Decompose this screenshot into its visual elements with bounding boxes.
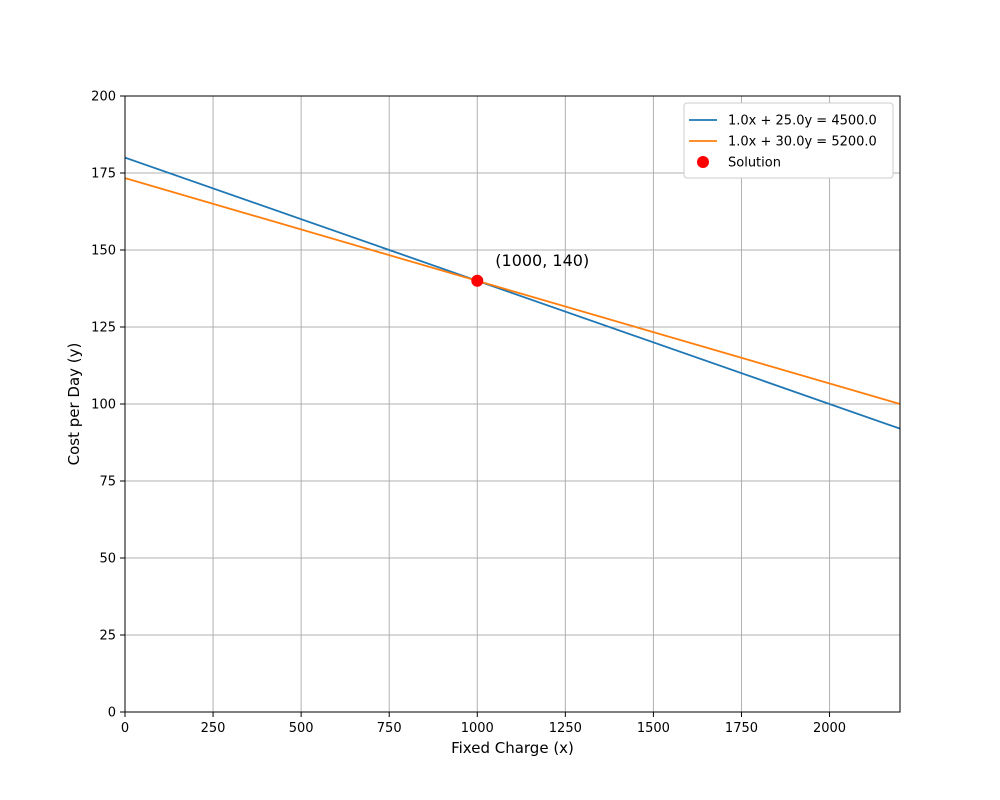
legend-label-1: 1.0x + 25.0y = 4500.0 xyxy=(728,114,877,129)
series-line-2 xyxy=(124,177,901,405)
x-tick-label: 250 xyxy=(201,721,226,736)
legend-swatch-solution xyxy=(697,156,709,168)
y-tick-label: 100 xyxy=(91,398,116,413)
y-tick-label: 175 xyxy=(91,167,116,182)
x-tick-label: 1000 xyxy=(461,721,494,736)
points-layer: (1000, 140) xyxy=(471,251,589,287)
legend: 1.0x + 25.0y = 4500.0 1.0x + 30.0y = 5200… xyxy=(683,102,894,179)
x-axis-label: Fixed Charge (x) xyxy=(451,739,574,757)
y-tick-label: 50 xyxy=(99,552,116,567)
series-layer xyxy=(124,156,901,430)
y-tick-label: 25 xyxy=(99,629,116,644)
ticks-layer: 0 250 500 750 1000 1250 1500 1750 2000 0 25 50 75 100… xyxy=(91,90,846,737)
x-tick-label: 1750 xyxy=(725,721,758,736)
grid xyxy=(124,95,900,713)
x-tick-label: 750 xyxy=(377,721,402,736)
solution-point xyxy=(471,274,484,287)
y-tick-label: 125 xyxy=(91,321,116,336)
y-tick-label: 150 xyxy=(91,244,116,259)
x-tick-label: 1500 xyxy=(637,721,670,736)
y-tick-label: 0 xyxy=(108,706,116,721)
legend-label-2: 1.0x + 30.0y = 5200.0 xyxy=(728,135,877,150)
y-axis-label: Cost per Day (y) xyxy=(65,343,83,466)
x-tick-label: 0 xyxy=(121,721,129,736)
legend-box xyxy=(683,102,894,179)
x-tick-label: 1250 xyxy=(549,721,582,736)
solution-annotation: (1000, 140) xyxy=(495,251,589,270)
legend-label-3: Solution xyxy=(728,156,781,171)
y-tick-label: 200 xyxy=(91,90,116,105)
y-tick-label: 75 xyxy=(99,475,116,490)
x-tick-label: 2000 xyxy=(813,721,846,736)
x-tick-label: 500 xyxy=(289,721,314,736)
series-line-1 xyxy=(124,156,901,430)
